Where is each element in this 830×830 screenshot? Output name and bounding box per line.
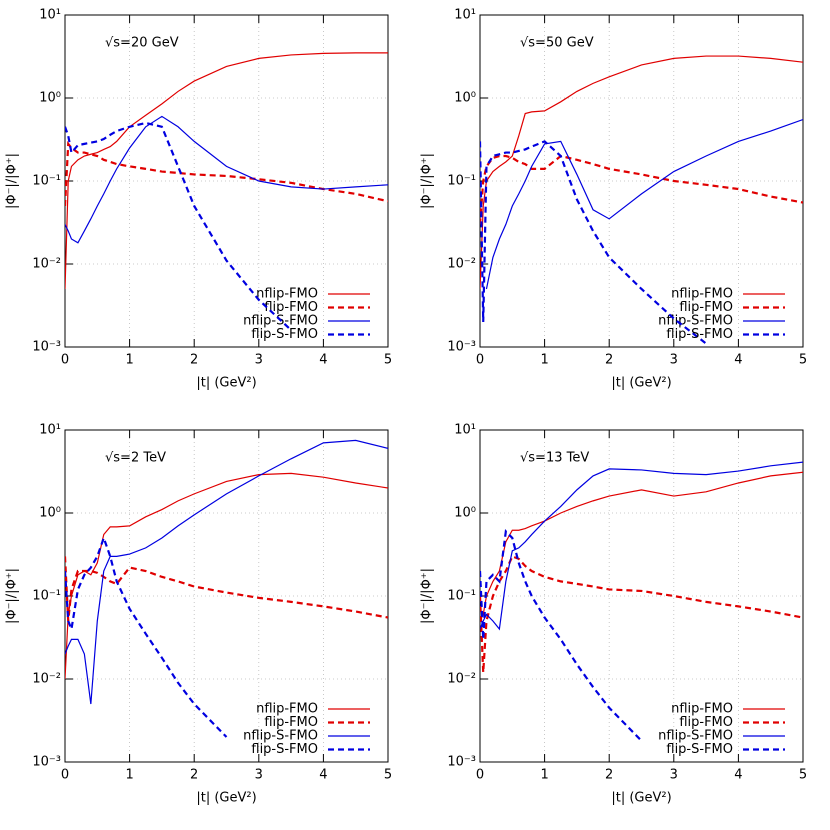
data-line	[65, 140, 388, 207]
data-line	[480, 55, 803, 290]
data-line	[480, 471, 803, 622]
x-tick-label: 2	[190, 353, 198, 368]
annotation: √s=20 GeV	[105, 36, 179, 51]
legend-label: nflip-S-FMO	[658, 314, 733, 329]
x-tick-label: 5	[384, 353, 392, 368]
y-axis-label: |Φ⁻|/|Φ⁺|	[5, 153, 20, 209]
x-tick-label: 1	[125, 768, 133, 783]
data-line	[65, 115, 388, 244]
x-tick-label: 2	[190, 768, 198, 783]
y-tick-label: 10⁰	[454, 506, 476, 521]
x-tick-label: 5	[799, 768, 807, 783]
annotation: √s=13 TeV	[520, 451, 589, 466]
y-tick-label: 10⁻¹	[32, 174, 61, 189]
data-line	[480, 154, 803, 225]
y-tick-label: 10⁰	[454, 91, 476, 106]
y-axis-label: |Φ⁻|/|Φ⁺|	[420, 568, 435, 624]
x-tick-label: 1	[125, 353, 133, 368]
plot-frame	[479, 14, 804, 348]
y-tick-label: 10⁻³	[447, 340, 476, 355]
data-line	[480, 554, 803, 673]
x-axis-label: |t| (GeV²)	[611, 791, 671, 806]
annotation: √s=50 GeV	[520, 36, 594, 51]
y-tick-label: 10¹	[39, 8, 61, 23]
y-tick-label: 10⁻¹	[447, 174, 476, 189]
x-tick-label: 0	[61, 768, 69, 783]
x-tick-label: 1	[540, 768, 548, 783]
legend-label: flip-S-FMO	[666, 742, 733, 757]
data-line	[65, 472, 388, 680]
y-tick-label: 10⁻³	[32, 340, 61, 355]
x-axis-label: |t| (GeV²)	[611, 376, 671, 391]
x-tick-label: 3	[255, 768, 263, 783]
panel: 10⁻³ 10⁻² 10⁻¹ 10⁰ 10¹ 0 1 2 3 4 5 |t| (GeV²) |Φ⁻|/|…	[420, 423, 808, 806]
x-tick-label: 0	[61, 353, 69, 368]
x-tick-label: 2	[605, 353, 613, 368]
legend-label: flip-S-FMO	[251, 742, 318, 757]
y-tick-label: 10¹	[454, 423, 476, 438]
x-axis-label: |t| (GeV²)	[196, 376, 256, 391]
legend-label: flip-FMO	[679, 715, 733, 730]
x-tick-label: 0	[476, 768, 484, 783]
data-line	[480, 529, 643, 742]
y-tick-label: 10⁻²	[447, 672, 476, 687]
legend-label: flip-FMO	[264, 715, 318, 730]
legend-label: nflip-FMO	[256, 287, 318, 302]
x-tick-label: 4	[319, 768, 327, 783]
x-tick-label: 0	[476, 353, 484, 368]
y-tick-label: 10⁻¹	[32, 589, 61, 604]
plot-frame	[64, 429, 389, 763]
x-tick-label: 4	[319, 353, 327, 368]
x-axis-label: |t| (GeV²)	[196, 791, 256, 806]
data-line	[65, 439, 388, 705]
annotation: √s=2 TeV	[105, 451, 166, 466]
x-tick-label: 2	[605, 768, 613, 783]
panel: 10⁻³ 10⁻² 10⁻¹ 10⁰ 10¹ 0 1 2 3 4 5 |t| (GeV²) |Φ⁻|/|…	[420, 8, 808, 391]
legend-label: nflip-FMO	[671, 702, 733, 717]
y-axis-label: |Φ⁻|/|Φ⁺|	[5, 568, 20, 624]
panel: 10⁻³ 10⁻² 10⁻¹ 10⁰ 10¹ 0 1 2 3 4 5 |t| (GeV²) |Φ⁻|/|…	[5, 8, 393, 391]
x-tick-label: 4	[734, 353, 742, 368]
data-line	[65, 52, 388, 290]
legend-label: nflip-FMO	[671, 287, 733, 302]
legend-label: nflip-S-FMO	[658, 729, 733, 744]
x-tick-label: 3	[670, 353, 678, 368]
y-tick-label: 10⁻³	[447, 755, 476, 770]
y-axis-label: |Φ⁻|/|Φ⁺|	[420, 153, 435, 209]
data-line	[485, 118, 803, 290]
y-tick-label: 10⁻²	[447, 257, 476, 272]
legend-label: nflip-S-FMO	[243, 729, 318, 744]
y-tick-label: 10⁰	[39, 506, 61, 521]
x-tick-label: 5	[384, 768, 392, 783]
y-tick-label: 10⁻³	[32, 755, 61, 770]
data-line	[65, 121, 292, 331]
data-line	[480, 140, 707, 345]
y-tick-label: 10⁻²	[32, 257, 61, 272]
legend-label: flip-S-FMO	[251, 327, 318, 342]
y-tick-label: 10⁰	[39, 91, 61, 106]
legend-label: nflip-FMO	[256, 702, 318, 717]
x-tick-label: 4	[734, 768, 742, 783]
y-tick-label: 10⁻¹	[447, 589, 476, 604]
x-tick-label: 1	[540, 353, 548, 368]
legend-label: flip-S-FMO	[666, 327, 733, 342]
data-line	[65, 534, 228, 738]
panel: 10⁻³ 10⁻² 10⁻¹ 10⁰ 10¹ 0 1 2 3 4 5 |t| (GeV²) |Φ⁻|/|…	[5, 423, 393, 806]
legend-label: flip-FMO	[264, 300, 318, 315]
y-tick-label: 10¹	[39, 423, 61, 438]
data-line	[65, 556, 388, 622]
y-tick-label: 10¹	[454, 8, 476, 23]
y-tick-label: 10⁻²	[32, 672, 61, 687]
legend-label: flip-FMO	[679, 300, 733, 315]
data-line	[480, 461, 803, 631]
x-tick-label: 3	[670, 768, 678, 783]
x-tick-label: 3	[255, 353, 263, 368]
x-tick-label: 5	[799, 353, 807, 368]
plot-frame	[64, 14, 389, 348]
